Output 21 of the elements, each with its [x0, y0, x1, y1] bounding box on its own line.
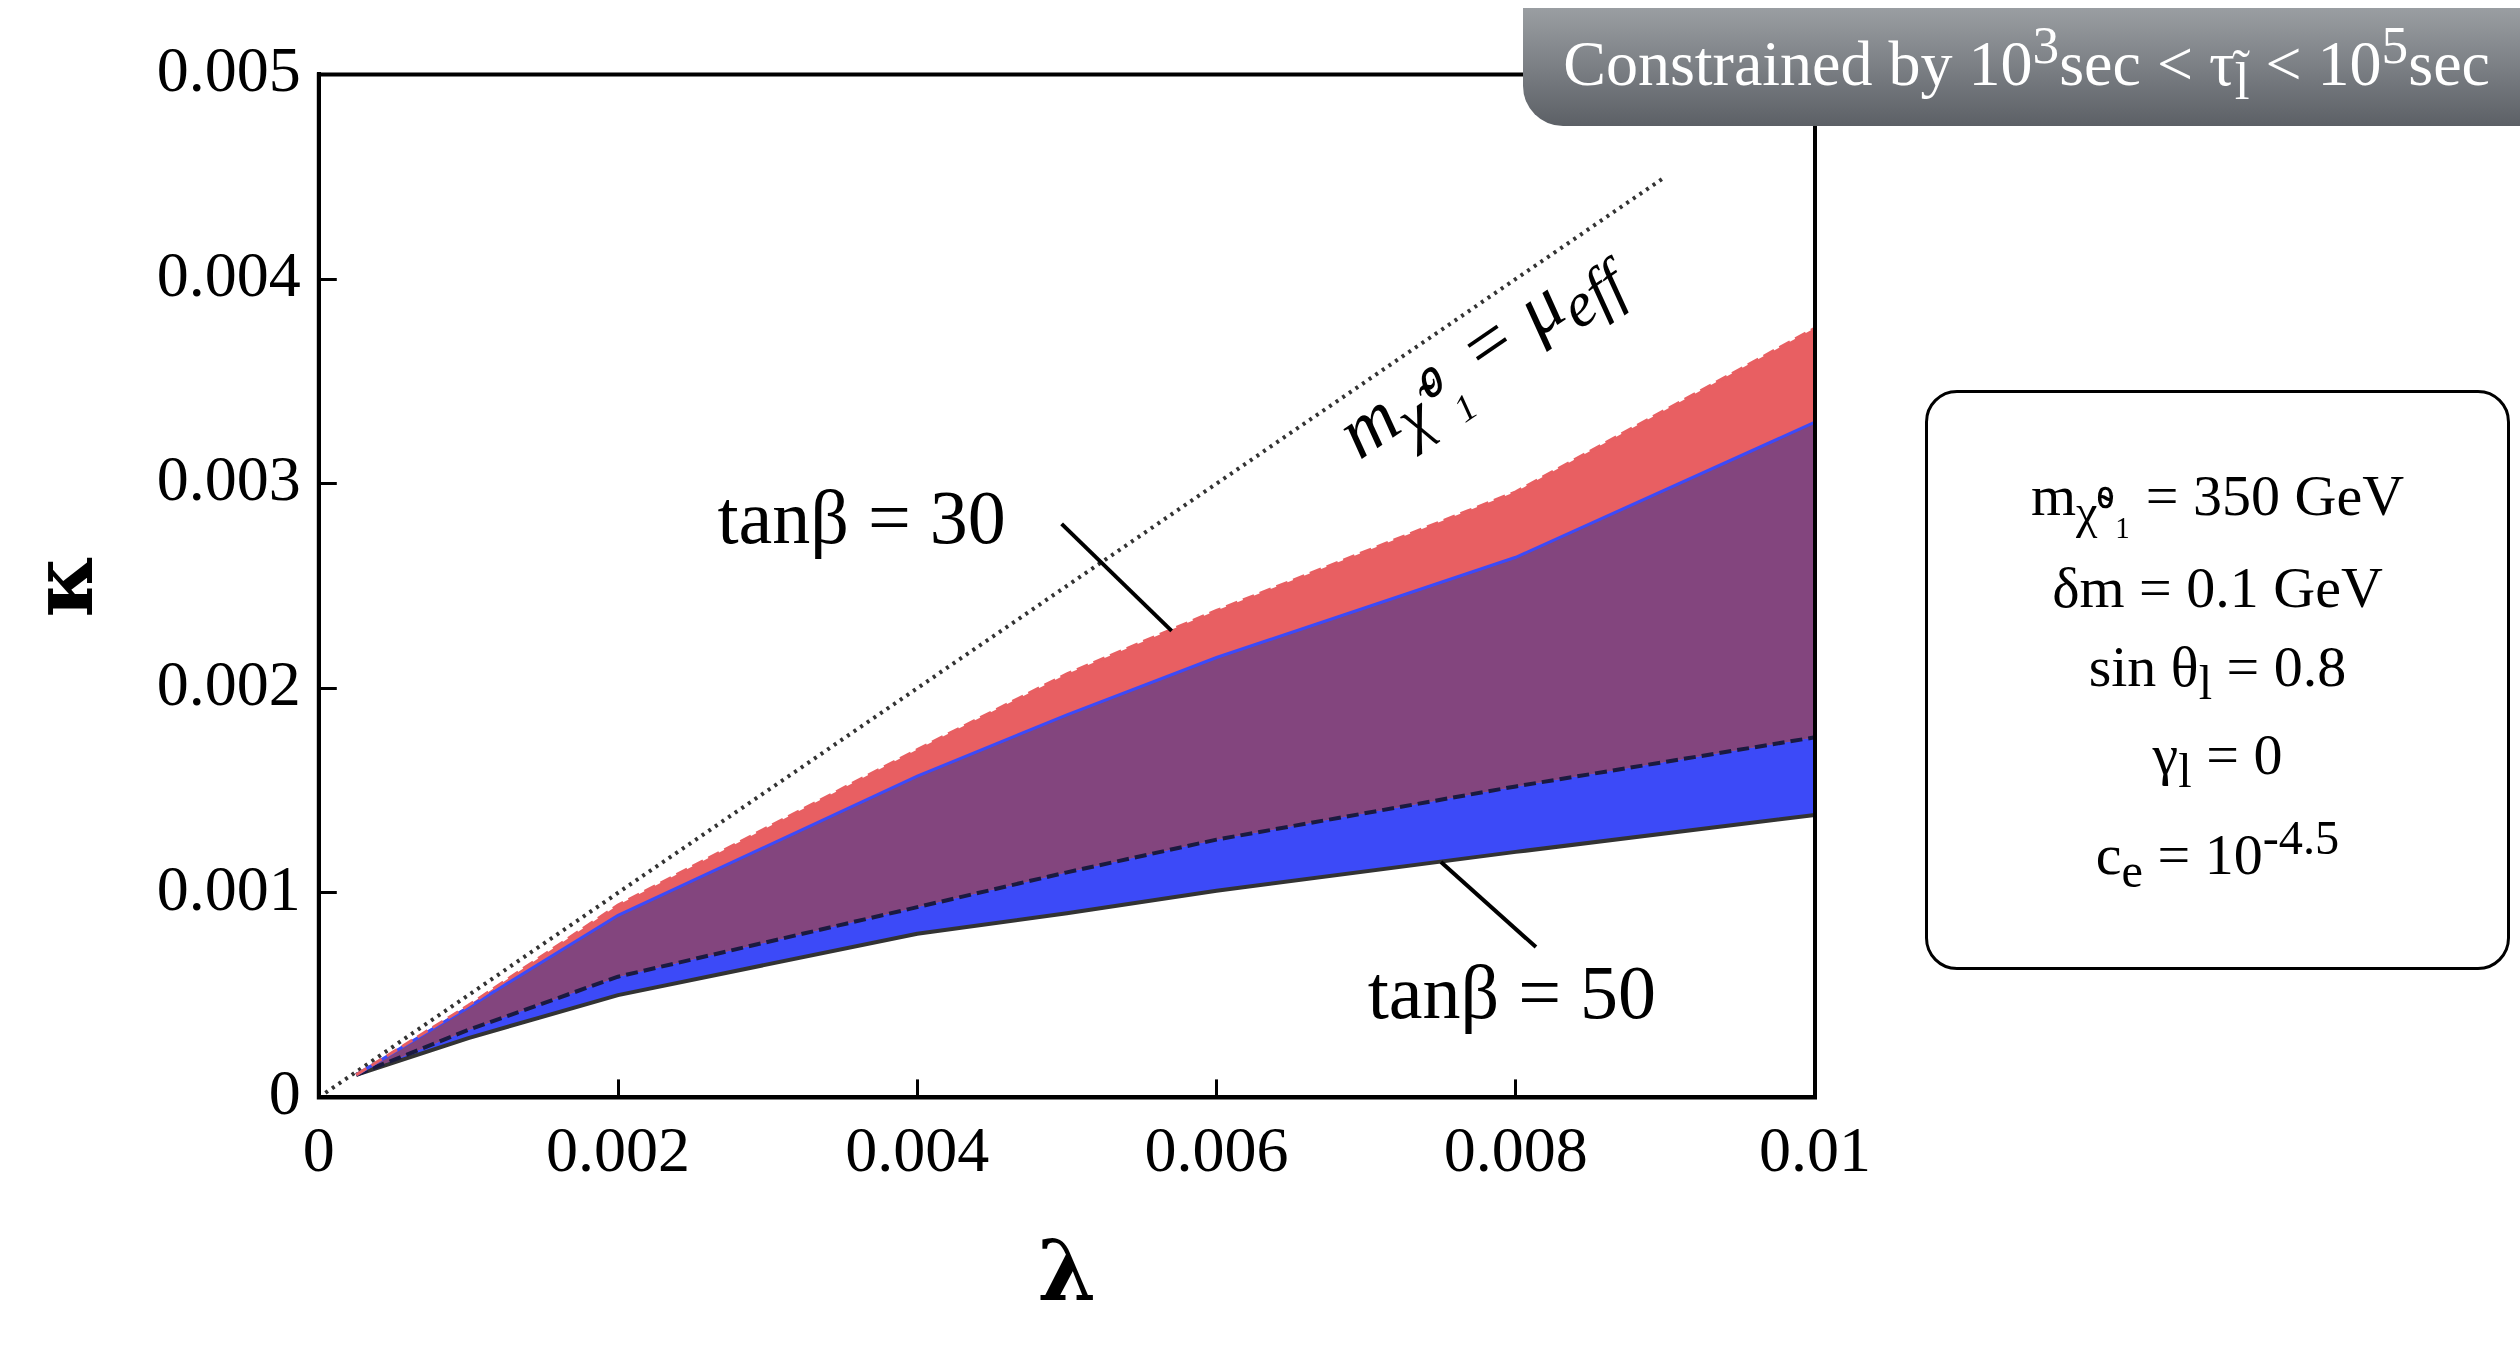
text: m$_{χ̃⁰₁}$ = 350 GeV [2030, 462, 2405, 540]
annotation: tanβ = 30 [717, 473, 1006, 561]
annotation: tanβ = 50 [1367, 948, 1657, 1036]
text: Constrained by 10$^{3}$sec < τ$_{l̃}$ < 10$^{5}$sec [1523, 8, 2520, 127]
text: sin θ$_{l}$ = 0.8 [2088, 632, 2347, 710]
x-tick-label: 0.004 [845, 1113, 990, 1185]
y-tick-label: 0.001 [156, 852, 301, 924]
y-axis-title: κ [13, 554, 113, 618]
y-tick-label: 0.003 [156, 443, 301, 515]
x-axis-title: λ [1037, 1221, 1097, 1321]
x-tick-label: 0.01 [1759, 1113, 1871, 1185]
text: δm = 0.1 GeV [2052, 553, 2383, 621]
text: c$_{e}$ = 10$^{-4.5}$ [2095, 809, 2340, 898]
y-tick-label: 0.005 [156, 34, 301, 106]
x-tick-label: 0.002 [546, 1113, 691, 1185]
text: γ$_{l}$ = 0 [2152, 721, 2283, 798]
y-tick-label: 0.004 [156, 238, 301, 310]
y-tick-label: 0.002 [156, 648, 301, 720]
x-tick-label: 0.008 [1443, 1113, 1588, 1185]
x-tick-label: 0.006 [1144, 1113, 1289, 1185]
y-tick-label: 0 [268, 1057, 301, 1129]
